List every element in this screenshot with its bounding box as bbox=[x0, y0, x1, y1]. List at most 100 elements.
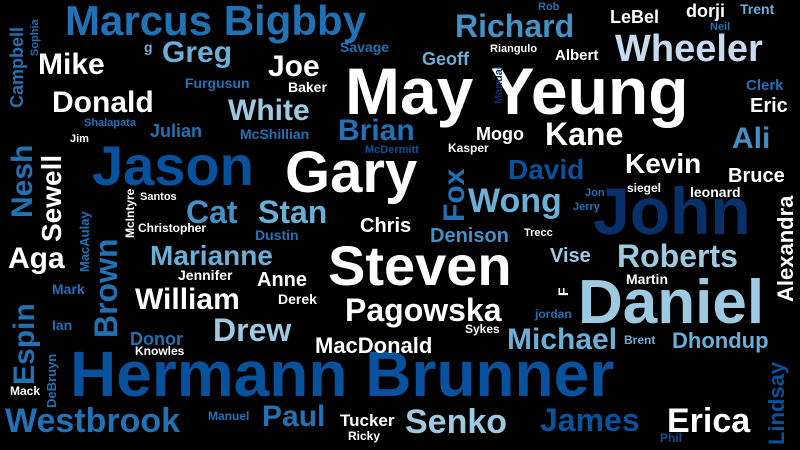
word-kasper: Kasper bbox=[448, 141, 489, 155]
word-gary: Gary bbox=[285, 140, 418, 205]
word-siegel: siegel bbox=[627, 181, 662, 195]
word-jennifer: Jennifer bbox=[178, 267, 233, 283]
word-albert: Albert bbox=[555, 47, 599, 64]
word-dorji: dorji bbox=[686, 1, 725, 21]
word-roberts: Roberts bbox=[617, 238, 738, 274]
word-macdonald: MacDonald bbox=[315, 333, 433, 358]
word-derek: Derek bbox=[278, 291, 317, 307]
word-kane: Kane bbox=[545, 116, 624, 152]
word-riangulo: Riangulo bbox=[490, 43, 538, 55]
word-chris: Chris bbox=[360, 215, 412, 237]
word-campbell: Campbell bbox=[7, 26, 27, 108]
word-julian: Julian bbox=[150, 121, 203, 141]
word-mark: Mark bbox=[52, 281, 85, 297]
word-jordan: jordan bbox=[535, 307, 572, 321]
word-steven: Steven bbox=[328, 234, 512, 297]
word-paul: Paul bbox=[262, 400, 326, 433]
word-alexandra: Alexandra bbox=[773, 195, 798, 302]
word-hermann-brunner: Hermann Brunner bbox=[70, 338, 615, 410]
word-mcshillian: McShillian bbox=[240, 126, 310, 142]
word-martin: Martin bbox=[626, 271, 668, 287]
word-mcdermitt: McDermitt bbox=[365, 144, 419, 156]
word-ali: Ali bbox=[732, 122, 771, 155]
word-james: James bbox=[540, 402, 640, 438]
word-may-yeung: May Yeung bbox=[345, 54, 689, 128]
word-mogo: Mogo bbox=[476, 124, 524, 144]
word-john: John bbox=[593, 174, 751, 248]
word-richard: Richard bbox=[455, 8, 575, 44]
word-ian: Ian bbox=[52, 317, 73, 333]
word-g: g bbox=[144, 39, 153, 55]
word-sophia: Sophia bbox=[29, 19, 41, 56]
word-rob: Rob bbox=[538, 1, 560, 13]
word-manuel: Manuel bbox=[208, 409, 250, 423]
word-f: F bbox=[555, 287, 571, 296]
word-trent: Trent bbox=[740, 1, 775, 17]
word-macaulay: MacAulay bbox=[77, 211, 92, 272]
word-sewell: Sewell bbox=[36, 154, 67, 242]
word-aga: Aga bbox=[8, 242, 65, 275]
word-mcintyre: McIntyre bbox=[123, 188, 137, 238]
word-jon: Jon bbox=[585, 187, 605, 199]
word-ricky: Ricky bbox=[348, 429, 381, 443]
word-lindsay: Lindsay bbox=[764, 361, 789, 445]
word-furgusun: Furgusun bbox=[185, 75, 250, 91]
word-greg: Greg bbox=[162, 36, 233, 69]
word-shalapata: Shalapata bbox=[84, 117, 136, 129]
word-wheeler: Wheeler bbox=[615, 28, 763, 70]
word-senko: Senko bbox=[405, 403, 508, 441]
word-phil: Phil bbox=[660, 431, 683, 445]
word-baker: Baker bbox=[288, 79, 327, 95]
word-wong: Wong bbox=[468, 182, 562, 220]
word-pagowska: Pagowska bbox=[345, 292, 502, 328]
word-donald: Donald bbox=[52, 86, 154, 119]
word-drew: Drew bbox=[213, 312, 292, 348]
word-michael: Michael bbox=[507, 323, 618, 356]
word-clerk: Clerk bbox=[746, 77, 784, 94]
word-vise: Vise bbox=[550, 245, 591, 267]
word-brown: Brown bbox=[88, 238, 124, 338]
word-leonard: leonard bbox=[690, 184, 741, 200]
word-brian: Brian bbox=[338, 114, 415, 147]
word-joe: Joe bbox=[268, 50, 320, 83]
word-tucker: Tucker bbox=[340, 411, 395, 430]
word-donor: Donor bbox=[130, 329, 183, 349]
word-cat: Cat bbox=[186, 194, 238, 230]
word-christopher: Christopher bbox=[138, 221, 207, 235]
word-lebel: LeBel bbox=[610, 7, 660, 27]
word-daniel: Daniel bbox=[578, 268, 765, 337]
word-white: White bbox=[228, 94, 310, 127]
word-jerry: Jerry bbox=[573, 201, 600, 213]
word-kevin: Kevin bbox=[625, 148, 702, 179]
word-marianne: Marianne bbox=[150, 240, 273, 271]
word-santos: Santos bbox=[140, 191, 177, 203]
word-nesh: Nesh bbox=[6, 144, 39, 218]
word-fox: Fox bbox=[438, 168, 471, 222]
word-westbrook: Westbrook bbox=[5, 402, 181, 440]
word-mike: Mike bbox=[38, 48, 105, 81]
word-manual: Manual bbox=[493, 66, 505, 104]
word-david: David bbox=[508, 154, 585, 185]
word-neil: Neil bbox=[710, 21, 731, 33]
word-stan: Stan bbox=[258, 194, 328, 230]
word-brent: Brent bbox=[624, 333, 656, 347]
word-dhondup: Dhondup bbox=[672, 328, 769, 353]
word-debruyn: DeBruyn bbox=[44, 353, 59, 408]
word-eric: Eric bbox=[750, 95, 788, 117]
word-mack: Mack bbox=[10, 384, 41, 398]
word-marcus-bigbby: Marcus Bigbby bbox=[65, 0, 367, 44]
word-trecc: Trecc bbox=[524, 227, 553, 239]
word-erica: Erica bbox=[667, 402, 751, 440]
word-dustin: Dustin bbox=[255, 227, 299, 243]
word-bruce: Bruce bbox=[728, 165, 785, 187]
word-geoff: Geoff bbox=[422, 49, 469, 69]
word-jim: Jim bbox=[70, 133, 89, 145]
word-denison: Denison bbox=[430, 225, 509, 247]
word-espin: Espin bbox=[8, 303, 41, 385]
word-anne: Anne bbox=[257, 269, 307, 291]
word-william: William bbox=[135, 283, 240, 316]
word-knowles: Knowles bbox=[135, 344, 185, 358]
word-sykes: Sykes bbox=[465, 322, 500, 336]
word-savage: Savage bbox=[340, 39, 390, 55]
